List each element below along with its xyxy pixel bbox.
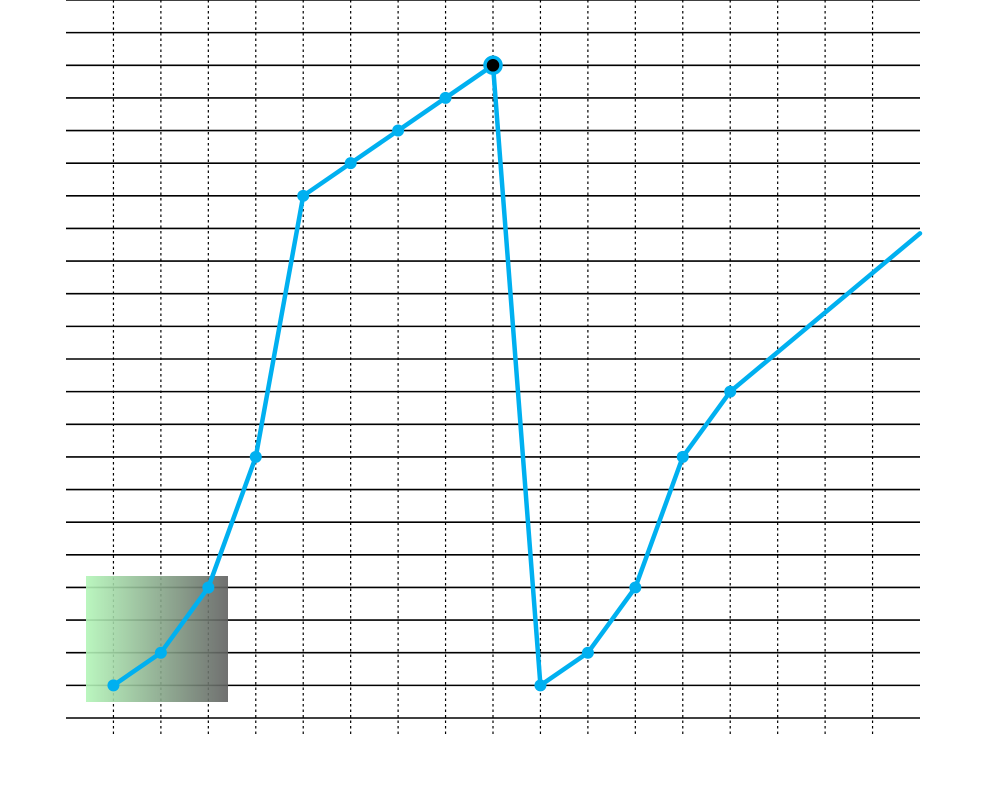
data-point	[202, 581, 215, 594]
data-point	[154, 646, 167, 659]
data-point	[534, 679, 547, 692]
gradient-overlay-box	[86, 576, 228, 702]
data-point	[629, 581, 642, 594]
data-point	[107, 679, 120, 692]
data-point-highlight	[483, 55, 503, 76]
data-point	[724, 385, 737, 398]
series-group	[107, 55, 923, 692]
series-line	[111, 63, 923, 688]
data-point	[581, 646, 594, 659]
data-point	[249, 450, 262, 463]
data-point	[439, 91, 452, 104]
data-point	[297, 189, 310, 202]
data-point	[344, 157, 357, 170]
data-point	[392, 124, 405, 137]
data-point	[676, 450, 689, 463]
